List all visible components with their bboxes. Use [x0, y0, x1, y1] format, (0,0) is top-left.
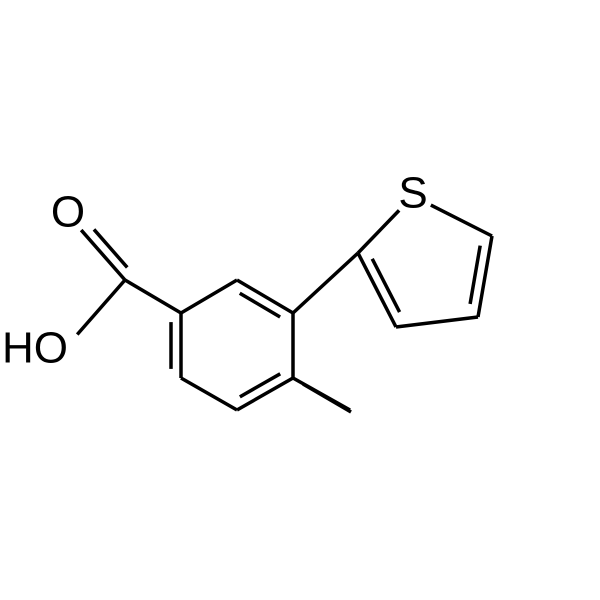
atom-label-O2: O: [51, 188, 85, 237]
atom-label-O1: HO: [2, 324, 68, 373]
atom-label-S: S: [398, 169, 427, 218]
molecule-diagram: HO O S: [0, 0, 600, 600]
